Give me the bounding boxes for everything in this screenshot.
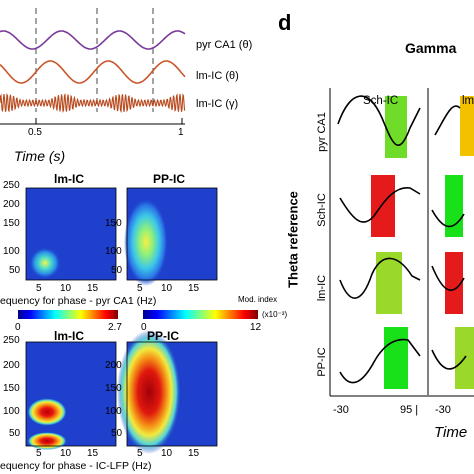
panel-d-column-sch-ic: Sch-IC	[363, 95, 399, 107]
row-label-lm-ic: lm-IC	[316, 274, 328, 302]
theta-trace-sch-ic	[339, 187, 421, 223]
comod-bottom-xtick-15: 15	[87, 448, 99, 459]
time-tick-label-2: 1	[178, 127, 184, 138]
comod-bottom-title-pp-ic: PP-IC	[147, 329, 180, 343]
gamma-window-pp-ic	[384, 327, 408, 389]
comod-bottom-lm-ic-blob1	[27, 398, 67, 426]
panel-d-title: Gamma	[405, 40, 457, 56]
comod-top-ytick-250: 250	[3, 180, 20, 191]
theta-trace-lm-ic	[339, 257, 421, 299]
panel-d-xtick-95: 95 |	[400, 404, 419, 416]
comod-bottom-right-ytick-150: 150	[105, 383, 122, 394]
comod-bottom-ytick-150: 150	[3, 383, 20, 394]
theta-trace-pp-ic	[339, 338, 421, 384]
theta-trace-pyr-ca1	[337, 95, 421, 146]
panel-d-x-axis-label: Time	[434, 424, 468, 441]
time-tick-label-1: 0.5	[28, 127, 42, 138]
comod-top-ytick-50: 50	[9, 265, 21, 276]
comod-bottom-pp-ic-blob	[117, 330, 181, 454]
comod-top-lm-ic-blob	[29, 247, 61, 279]
colorbar-right	[143, 310, 258, 319]
panel-d-column-lm: lm	[462, 95, 474, 107]
theta-trace-col2-row3	[431, 265, 465, 291]
comod-bottom-lm-ic-blob2	[27, 432, 67, 450]
gamma-window-pyr-ca1	[385, 96, 407, 158]
colorbar-right-max: 12	[250, 322, 262, 333]
theta-trace-col2-row2	[431, 209, 465, 228]
comod-top-right-ytick-100: 100	[105, 246, 122, 257]
panel-d-xtick-neg30-2: -30	[435, 404, 451, 416]
gamma-window-col2-row3	[445, 252, 463, 314]
colorbar-right-min: 0	[141, 322, 147, 333]
gamma-window-sch-ic	[371, 175, 395, 237]
comod-bottom-right-ytick-100: 100	[105, 406, 122, 417]
comod-top-xtick-10: 10	[60, 283, 72, 294]
comod-top-right-xtick-10: 10	[161, 283, 173, 294]
comod-top-title-pp-ic: PP-IC	[153, 172, 186, 186]
comod-bottom-title-lm-ic: lm-IC	[54, 329, 84, 343]
theta-trace-col2-row1	[434, 105, 461, 136]
trace-label-pyr-ca1: pyr CA1 (θ)	[196, 39, 253, 51]
theta-trace-col2-row4	[431, 349, 467, 370]
comod-top-x-axis-label: equency for phase - pyr CA1 (Hz)	[0, 295, 157, 307]
panel-d-y-group-label: Theta reference	[285, 191, 301, 288]
comod-top-ytick-200: 200	[3, 199, 20, 210]
comod-top-xtick-15: 15	[87, 283, 99, 294]
comod-bottom-xtick-10: 10	[60, 448, 72, 459]
time-axis-label: Time (s)	[14, 148, 66, 164]
comod-bottom-ytick-200: 200	[3, 360, 20, 371]
trace-label-lm-ic-theta: lm-IC (θ)	[196, 70, 239, 82]
comod-top-pp-ic-blob	[124, 198, 168, 286]
trace-lm-ic-gamma	[0, 92, 186, 114]
comod-bottom-right-xtick-5: 5	[137, 448, 143, 459]
comod-bottom-lm-ic	[26, 342, 116, 446]
panel-d-xtick-neg30: -30	[333, 404, 349, 416]
comod-bottom-ytick-50: 50	[9, 428, 21, 439]
comod-bottom-right-ytick-200: 200	[105, 360, 122, 371]
colorbar-left-min: 0	[15, 322, 21, 333]
comod-bottom-right-xtick-10: 10	[161, 448, 173, 459]
comod-top-ytick-150: 150	[3, 218, 20, 229]
row-label-pp-ic: PP-IC	[316, 347, 328, 377]
comod-top-right-ytick-50: 50	[111, 265, 123, 276]
gamma-window-col2-row2	[445, 175, 463, 237]
comod-bottom-ytick-100: 100	[3, 406, 20, 417]
comod-bottom-right-xtick-15: 15	[188, 448, 200, 459]
comod-top-xtick-5: 5	[36, 283, 42, 294]
comod-bottom-right-ytick-50: 50	[111, 428, 123, 439]
trace-pyr-ca1	[0, 30, 186, 50]
comod-top-title-lm-ic: lm-IC	[54, 172, 84, 186]
row-label-sch-ic: Sch-IC	[316, 193, 328, 227]
colorbar-left-max: 2.7	[108, 322, 122, 333]
comod-top-right-ytick-150: 150	[105, 218, 122, 229]
comod-top-right-xtick-5: 5	[137, 283, 143, 294]
comod-top-ytick-100: 100	[3, 246, 20, 257]
panel-d-letter: d	[278, 10, 292, 35]
row-label-pyr-ca1: pyr CA1	[316, 112, 328, 152]
comod-bottom-x-axis-label: equency for phase - IC-LFP (Hz)	[0, 460, 152, 472]
colorbar-left	[18, 310, 118, 319]
comod-top-right-xtick-15: 15	[188, 283, 200, 294]
colorbar-unit: (x10⁻³)	[262, 310, 288, 319]
comod-bottom-ytick-250: 250	[3, 335, 20, 346]
comod-bottom-xtick-5: 5	[36, 448, 42, 459]
gamma-window-col2-row1	[460, 96, 474, 156]
trace-label-lm-ic-gamma: lm-IC (γ)	[196, 98, 239, 110]
colorbar-title: Mod. index	[238, 295, 278, 304]
trace-lm-ic-theta	[0, 60, 186, 84]
